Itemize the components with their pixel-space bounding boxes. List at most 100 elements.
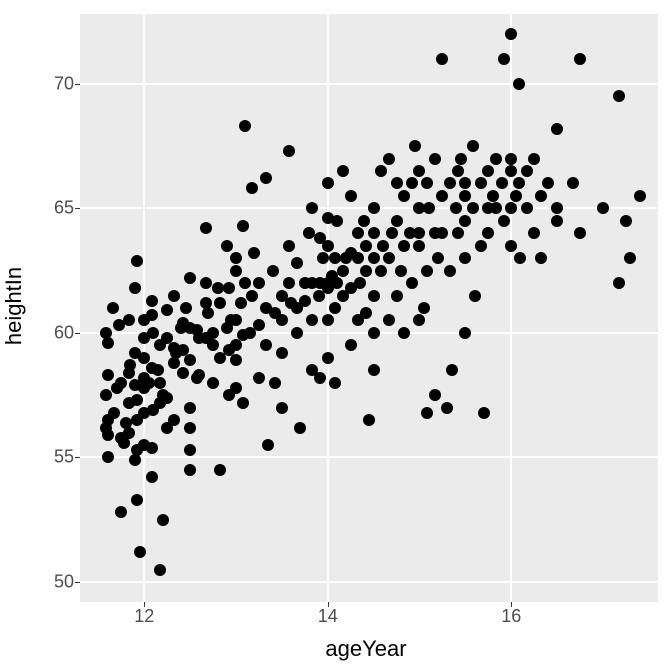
data-point (237, 397, 249, 409)
data-point (214, 297, 226, 309)
gridline-v (143, 14, 145, 602)
data-point (100, 389, 112, 401)
data-point (331, 277, 343, 289)
data-point (368, 227, 380, 239)
data-point (360, 307, 372, 319)
data-point (487, 190, 499, 202)
data-point (450, 202, 462, 214)
data-point (505, 165, 517, 177)
data-point (429, 389, 441, 401)
data-point (131, 494, 143, 506)
data-point (235, 297, 247, 309)
y-tick-label: 60 (54, 322, 80, 343)
data-point (322, 352, 334, 364)
data-point (521, 165, 533, 177)
data-point (535, 190, 547, 202)
data-point (146, 309, 158, 321)
gridline-h (80, 581, 658, 583)
data-point (391, 177, 403, 189)
data-point (124, 359, 136, 371)
data-point (246, 182, 258, 194)
data-point (551, 215, 563, 227)
data-point (239, 277, 251, 289)
data-point (161, 304, 173, 316)
data-point (248, 247, 260, 259)
data-point (184, 444, 196, 456)
data-point (283, 277, 295, 289)
data-point (214, 464, 226, 476)
y-tick-label: 65 (54, 198, 80, 219)
data-point (107, 302, 119, 314)
data-point (459, 177, 471, 189)
data-point (253, 372, 265, 384)
data-point (184, 464, 196, 476)
data-point (459, 252, 471, 264)
data-point (368, 290, 380, 302)
data-point (436, 227, 448, 239)
data-point (184, 354, 196, 366)
data-point (398, 240, 410, 252)
data-point (634, 190, 646, 202)
data-point (455, 153, 467, 165)
data-point (358, 215, 370, 227)
y-tick-label: 55 (54, 447, 80, 468)
data-point (490, 153, 502, 165)
data-point (409, 140, 421, 152)
data-point (368, 364, 380, 376)
data-point (551, 123, 563, 135)
data-point (368, 252, 380, 264)
x-axis-title: ageYear (70, 636, 662, 672)
data-point (291, 257, 303, 269)
data-point (432, 252, 444, 264)
data-point (184, 272, 196, 284)
data-point (146, 471, 158, 483)
data-point (123, 427, 135, 439)
data-point (375, 265, 387, 277)
data-point (253, 277, 265, 289)
data-point (597, 202, 609, 214)
data-point (395, 265, 407, 277)
data-point (360, 240, 372, 252)
data-point (230, 354, 242, 366)
data-point (375, 165, 387, 177)
data-point (207, 339, 219, 351)
data-point (184, 422, 196, 434)
data-point (193, 369, 205, 381)
data-point (322, 177, 334, 189)
data-point (391, 290, 403, 302)
data-point (131, 394, 143, 406)
gridline-v (510, 14, 512, 602)
data-point (352, 227, 364, 239)
data-point (102, 451, 114, 463)
data-point (574, 53, 586, 65)
data-point (513, 177, 525, 189)
y-tick-label: 70 (54, 73, 80, 94)
data-point (624, 252, 636, 264)
data-point (383, 153, 395, 165)
data-point (482, 227, 494, 239)
data-point (528, 227, 540, 239)
data-point (505, 28, 517, 40)
data-point (276, 402, 288, 414)
y-axis-title: heightIn (0, 0, 28, 612)
data-point (131, 255, 143, 267)
data-point (467, 140, 479, 152)
data-point (505, 202, 517, 214)
data-point (620, 215, 632, 227)
data-point (260, 172, 272, 184)
data-point (267, 265, 279, 277)
data-point (237, 220, 249, 232)
data-point (444, 265, 456, 277)
data-point (200, 277, 212, 289)
data-point (528, 153, 540, 165)
data-point (239, 120, 251, 132)
data-point (129, 282, 141, 294)
data-point (102, 369, 114, 381)
data-point (345, 190, 357, 202)
data-point (413, 165, 425, 177)
data-point (567, 177, 579, 189)
data-point (363, 414, 375, 426)
data-point (152, 364, 164, 376)
data-point (345, 339, 357, 351)
data-point (383, 314, 395, 326)
